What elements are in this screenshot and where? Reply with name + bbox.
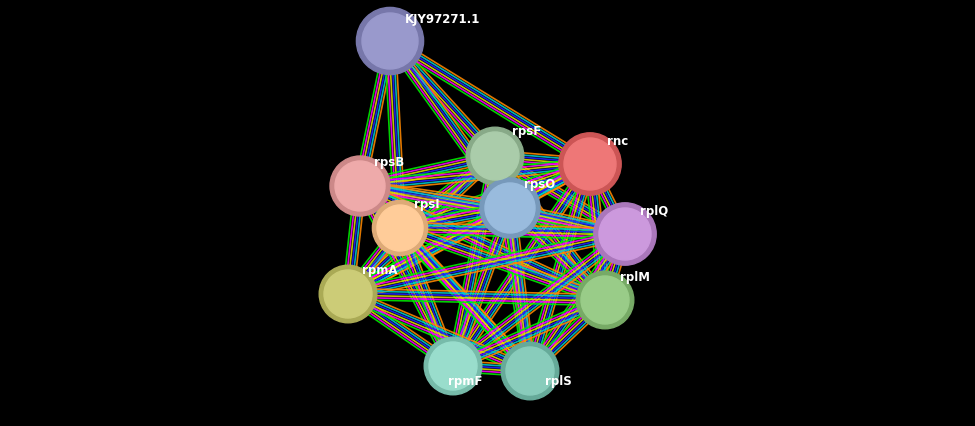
Circle shape	[357, 7, 423, 75]
Circle shape	[377, 205, 423, 251]
Circle shape	[501, 342, 559, 400]
Text: rplQ: rplQ	[640, 205, 668, 218]
Circle shape	[335, 161, 385, 211]
Circle shape	[362, 13, 418, 69]
Text: rpsF: rpsF	[512, 125, 541, 138]
Circle shape	[319, 265, 376, 323]
Text: rnc: rnc	[607, 135, 628, 148]
Circle shape	[506, 347, 554, 395]
Text: rpsB: rpsB	[374, 156, 405, 169]
Circle shape	[471, 132, 519, 180]
Text: rpmA: rpmA	[362, 264, 398, 277]
Circle shape	[576, 271, 634, 329]
Text: rplS: rplS	[545, 375, 571, 388]
Circle shape	[581, 276, 629, 324]
Text: rplM: rplM	[620, 271, 650, 284]
Circle shape	[466, 127, 524, 185]
Circle shape	[564, 138, 616, 190]
Circle shape	[559, 133, 621, 195]
Circle shape	[424, 337, 482, 395]
Circle shape	[429, 342, 477, 390]
Text: rpsO: rpsO	[524, 178, 555, 191]
Circle shape	[372, 200, 428, 256]
Circle shape	[480, 178, 540, 238]
Circle shape	[594, 203, 656, 265]
Text: rpsI: rpsI	[414, 198, 440, 211]
Circle shape	[485, 183, 535, 233]
Circle shape	[599, 208, 651, 260]
Circle shape	[324, 270, 372, 318]
Text: KJY97271.1: KJY97271.1	[405, 13, 481, 26]
Circle shape	[330, 156, 390, 216]
Text: rpmF: rpmF	[448, 375, 483, 388]
